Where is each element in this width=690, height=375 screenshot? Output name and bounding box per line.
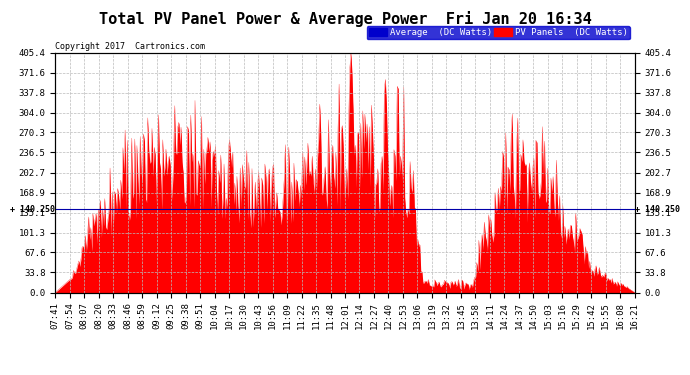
Text: Total PV Panel Power & Average Power  Fri Jan 20 16:34: Total PV Panel Power & Average Power Fri… bbox=[99, 11, 591, 27]
Legend: Average  (DC Watts), PV Panels  (DC Watts): Average (DC Watts), PV Panels (DC Watts) bbox=[366, 26, 630, 39]
Text: + 140.250: + 140.250 bbox=[10, 205, 55, 214]
Text: + 140.250: + 140.250 bbox=[635, 205, 680, 214]
Text: Copyright 2017  Cartronics.com: Copyright 2017 Cartronics.com bbox=[55, 42, 205, 51]
